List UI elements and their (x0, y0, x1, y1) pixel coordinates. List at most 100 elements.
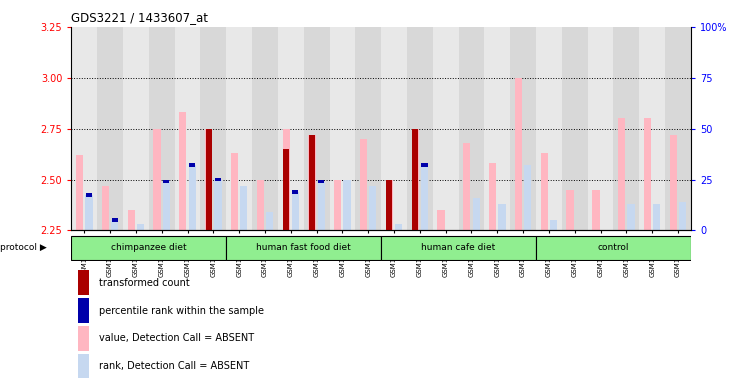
Bar (484, 27, 510, 230)
Bar (215, 178, 221, 181)
Text: rank, Detection Call = ABSENT: rank, Detection Call = ABSENT (99, 361, 249, 371)
Bar (334, 180, 342, 230)
Bar (562, 27, 588, 230)
FancyBboxPatch shape (226, 236, 382, 260)
Bar (489, 163, 496, 230)
Bar (369, 185, 376, 230)
Bar (112, 218, 118, 222)
Bar (189, 165, 196, 230)
Bar (614, 27, 639, 230)
Bar (524, 165, 532, 230)
Text: human cafe diet: human cafe diet (421, 243, 496, 252)
Bar (76, 155, 83, 230)
Bar (566, 190, 574, 230)
Bar (226, 27, 252, 230)
Text: control: control (598, 243, 629, 252)
Bar (71, 27, 97, 230)
Bar (463, 143, 470, 230)
Bar (214, 180, 222, 230)
Text: percentile rank within the sample: percentile rank within the sample (99, 306, 264, 316)
Bar (665, 27, 691, 230)
Bar (407, 27, 433, 230)
FancyBboxPatch shape (536, 236, 691, 260)
Text: GDS3221 / 1433607_at: GDS3221 / 1433607_at (71, 11, 208, 24)
Bar (437, 210, 445, 230)
Bar (510, 27, 536, 230)
Bar (421, 164, 427, 167)
Bar (318, 180, 324, 184)
Bar (330, 27, 355, 230)
Bar (644, 119, 651, 230)
Bar (240, 185, 247, 230)
Bar (266, 212, 273, 230)
Bar (205, 129, 213, 230)
FancyBboxPatch shape (71, 236, 226, 260)
Bar (303, 27, 330, 230)
Bar (179, 113, 186, 230)
Bar (206, 129, 212, 230)
Bar (163, 180, 170, 184)
Bar (309, 135, 315, 230)
Bar (679, 202, 686, 230)
Bar (163, 182, 170, 230)
Bar (550, 220, 557, 230)
Bar (627, 204, 635, 230)
Bar (201, 27, 226, 230)
Bar (318, 182, 325, 230)
Bar (111, 220, 119, 230)
Bar (149, 27, 175, 230)
Bar (309, 135, 315, 230)
Bar (97, 27, 123, 230)
Bar (86, 193, 92, 197)
Bar (343, 180, 351, 230)
Bar (386, 180, 393, 230)
Text: human fast food diet: human fast food diet (256, 243, 351, 252)
Bar (257, 180, 264, 230)
Text: protocol ▶: protocol ▶ (0, 243, 47, 252)
Bar (412, 129, 419, 230)
Bar (77, 298, 89, 323)
Bar (472, 198, 480, 230)
Bar (123, 27, 149, 230)
Bar (433, 27, 459, 230)
Bar (618, 119, 626, 230)
Text: value, Detection Call = ABSENT: value, Detection Call = ABSENT (99, 333, 255, 343)
Bar (360, 139, 367, 230)
Bar (382, 27, 407, 230)
Bar (278, 27, 303, 230)
Bar (189, 164, 195, 167)
Bar (137, 224, 144, 230)
Bar (252, 27, 278, 230)
Bar (283, 149, 289, 230)
Bar (499, 204, 505, 230)
Bar (153, 129, 161, 230)
Bar (541, 153, 548, 230)
Bar (412, 129, 418, 230)
Bar (639, 27, 665, 230)
Bar (588, 27, 614, 230)
Bar (77, 354, 89, 379)
Bar (395, 224, 403, 230)
Bar (102, 185, 109, 230)
Bar (86, 195, 92, 230)
Text: transformed count: transformed count (99, 278, 190, 288)
Bar (386, 180, 393, 230)
Bar (77, 270, 89, 295)
Bar (459, 27, 484, 230)
Bar (292, 190, 298, 194)
Bar (231, 153, 238, 230)
FancyBboxPatch shape (382, 236, 536, 260)
Bar (128, 210, 135, 230)
Bar (593, 190, 599, 230)
Bar (77, 326, 89, 351)
Bar (355, 27, 382, 230)
Text: chimpanzee diet: chimpanzee diet (111, 243, 186, 252)
Bar (421, 165, 428, 230)
Bar (175, 27, 201, 230)
Bar (653, 204, 660, 230)
Bar (282, 129, 290, 230)
Bar (292, 192, 299, 230)
Bar (670, 135, 677, 230)
Bar (536, 27, 562, 230)
Bar (515, 78, 522, 230)
